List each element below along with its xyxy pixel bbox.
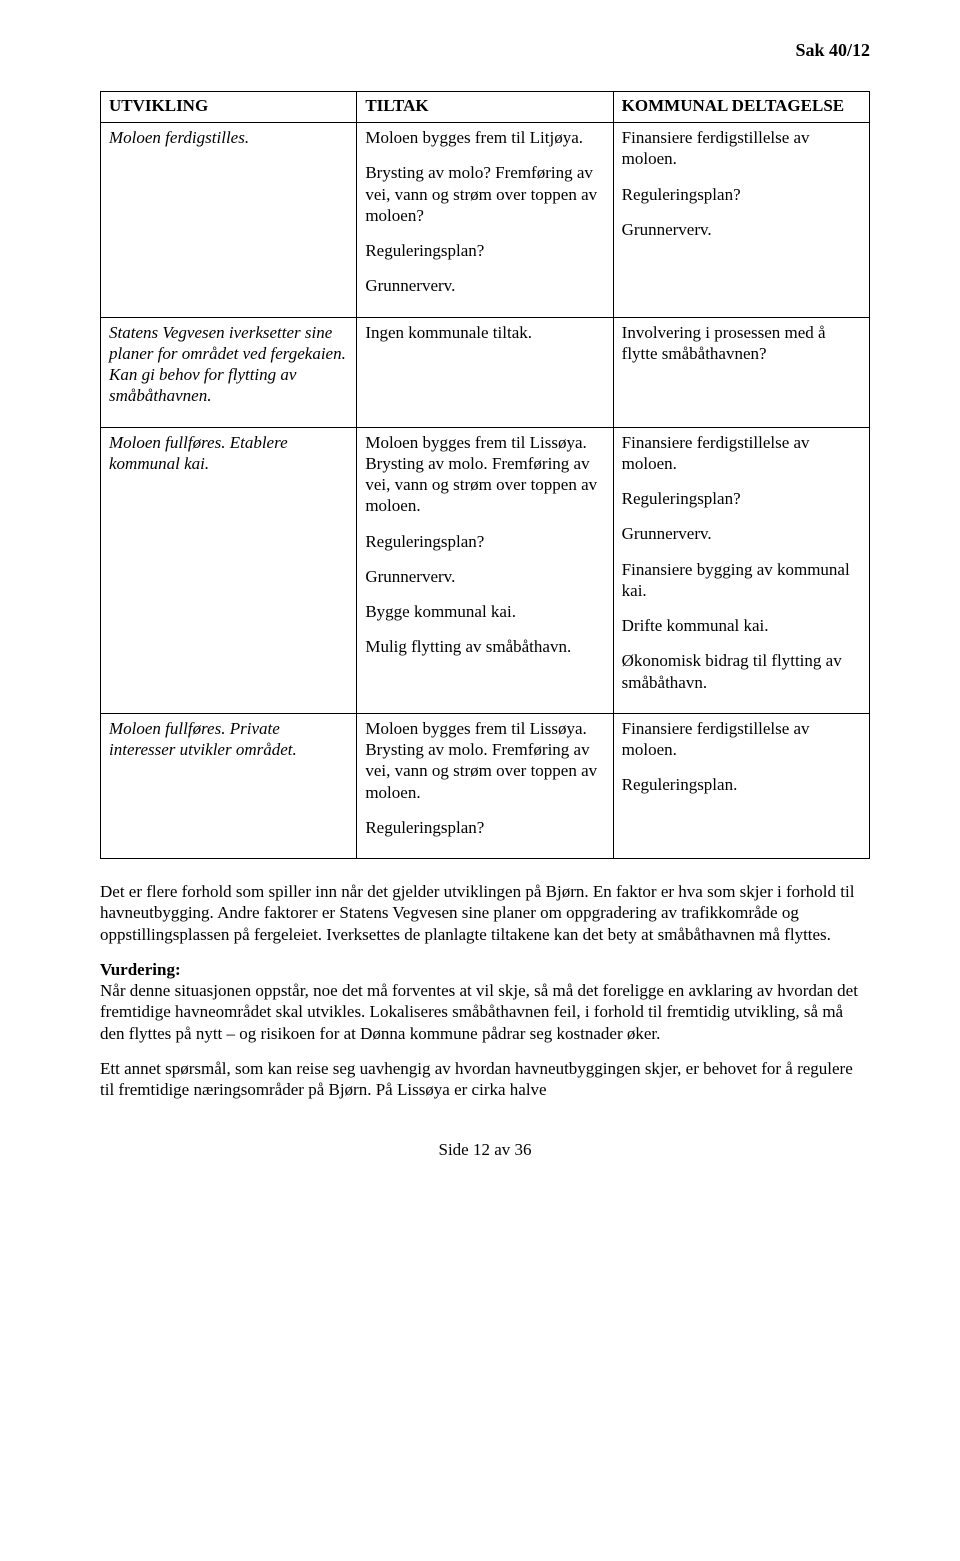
- cell-kommunal: Finansiere ferdigstillelse av moloen. Re…: [613, 123, 869, 318]
- cell-tiltak: Moloen bygges frem til Lissøya. Brysting…: [357, 713, 613, 858]
- cell-text: Brysting av molo? Fremføring av vei, van…: [365, 162, 604, 226]
- cell-kommunal: Finansiere ferdigstillelse av moloen. Re…: [613, 427, 869, 713]
- body-text: Det er flere forhold som spiller inn når…: [100, 881, 870, 1100]
- cell-text: Reguleringsplan.: [622, 774, 861, 795]
- cell-kommunal: Involvering i prosessen med å flytte små…: [613, 317, 869, 427]
- cell-text: Finansiere bygging av kommunal kai.: [622, 559, 861, 602]
- cell-utvikling: Statens Vegvesen iverksetter sine planer…: [101, 317, 357, 427]
- cell-text: Reguleringsplan?: [365, 531, 604, 552]
- cell-text: Statens Vegvesen iverksetter sine planer…: [109, 322, 348, 407]
- table-header-row: UTVIKLING TILTAK KOMMUNAL DELTAGELSE: [101, 92, 870, 123]
- cell-text: Reguleringsplan?: [365, 817, 604, 838]
- table-body: Moloen ferdigstilles. Moloen bygges frem…: [101, 123, 870, 859]
- cell-text: Økonomisk bidrag til flytting av småbåth…: [622, 650, 861, 693]
- main-table: UTVIKLING TILTAK KOMMUNAL DELTAGELSE Mol…: [100, 91, 870, 859]
- cell-text: Reguleringsplan?: [622, 184, 861, 205]
- table-row: Moloen fullføres. Private interesser utv…: [101, 713, 870, 858]
- cell-text: Grunnerverv.: [622, 523, 861, 544]
- cell-text: Drifte kommunal kai.: [622, 615, 861, 636]
- cell-tiltak: Moloen bygges frem til Litjøya. Brysting…: [357, 123, 613, 318]
- paragraph-vurdering: Vurdering: Når denne situasjonen oppstår…: [100, 959, 870, 1044]
- cell-text: Mulig flytting av småbåthavn.: [365, 636, 604, 657]
- cell-text: Bygge kommunal kai.: [365, 601, 604, 622]
- cell-text: Reguleringsplan?: [622, 488, 861, 509]
- page-container: Sak 40/12 UTVIKLING TILTAK KOMMUNAL DELT…: [0, 0, 960, 1561]
- col-header-utvikling: UTVIKLING: [101, 92, 357, 123]
- page-footer: Side 12 av 36: [100, 1140, 870, 1160]
- cell-text: Finansiere ferdigstillelse av moloen.: [622, 432, 861, 475]
- cell-text: Moloen bygges frem til Lissøya. Brysting…: [365, 718, 604, 803]
- vurdering-text: Når denne situasjonen oppstår, noe det m…: [100, 981, 858, 1043]
- col-header-kommunal: KOMMUNAL DELTAGELSE: [613, 92, 869, 123]
- vurdering-label: Vurdering:: [100, 960, 181, 979]
- cell-tiltak: Ingen kommunale tiltak.: [357, 317, 613, 427]
- cell-text: Grunnerverv.: [365, 566, 604, 587]
- cell-utvikling: Moloen fullføres. Etablere kommunal kai.: [101, 427, 357, 713]
- cell-text: Moloen bygges frem til Litjøya.: [365, 127, 604, 148]
- cell-text: Involvering i prosessen med å flytte små…: [622, 322, 861, 365]
- cell-text: Moloen fullføres. Private interesser utv…: [109, 718, 348, 761]
- cell-text: Reguleringsplan?: [365, 240, 604, 261]
- paragraph: Det er flere forhold som spiller inn når…: [100, 881, 870, 945]
- cell-text: Ingen kommunale tiltak.: [365, 322, 604, 343]
- cell-kommunal: Finansiere ferdigstillelse av moloen. Re…: [613, 713, 869, 858]
- table-row: Moloen ferdigstilles. Moloen bygges frem…: [101, 123, 870, 318]
- cell-text: Finansiere ferdigstillelse av moloen.: [622, 718, 861, 761]
- paragraph: Ett annet spørsmål, som kan reise seg ua…: [100, 1058, 870, 1101]
- table-row: Moloen fullføres. Etablere kommunal kai.…: [101, 427, 870, 713]
- cell-text: Moloen bygges frem til Lissøya. Brysting…: [365, 432, 604, 517]
- cell-text: Grunnerverv.: [365, 275, 604, 296]
- case-number: Sak 40/12: [100, 40, 870, 61]
- cell-text: Grunnerverv.: [622, 219, 861, 240]
- table-row: Statens Vegvesen iverksetter sine planer…: [101, 317, 870, 427]
- cell-text: Moloen ferdigstilles.: [109, 127, 348, 148]
- cell-utvikling: Moloen fullføres. Private interesser utv…: [101, 713, 357, 858]
- cell-text: Finansiere ferdigstillelse av moloen.: [622, 127, 861, 170]
- cell-utvikling: Moloen ferdigstilles.: [101, 123, 357, 318]
- col-header-tiltak: TILTAK: [357, 92, 613, 123]
- cell-text: Moloen fullføres. Etablere kommunal kai.: [109, 432, 348, 475]
- cell-tiltak: Moloen bygges frem til Lissøya. Brysting…: [357, 427, 613, 713]
